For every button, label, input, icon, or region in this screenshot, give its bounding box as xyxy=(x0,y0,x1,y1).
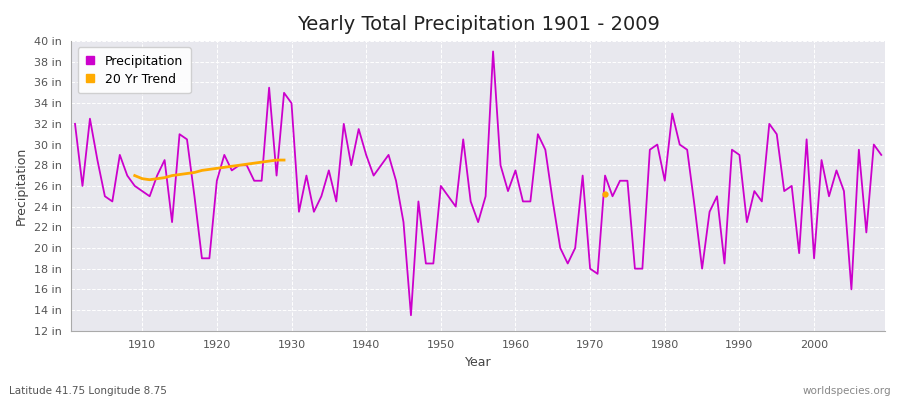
Title: Yearly Total Precipitation 1901 - 2009: Yearly Total Precipitation 1901 - 2009 xyxy=(297,15,660,34)
X-axis label: Year: Year xyxy=(464,356,491,369)
Text: Latitude 41.75 Longitude 8.75: Latitude 41.75 Longitude 8.75 xyxy=(9,386,166,396)
Legend: Precipitation, 20 Yr Trend: Precipitation, 20 Yr Trend xyxy=(77,47,191,93)
Y-axis label: Precipitation: Precipitation xyxy=(15,147,28,225)
Text: worldspecies.org: worldspecies.org xyxy=(803,386,891,396)
